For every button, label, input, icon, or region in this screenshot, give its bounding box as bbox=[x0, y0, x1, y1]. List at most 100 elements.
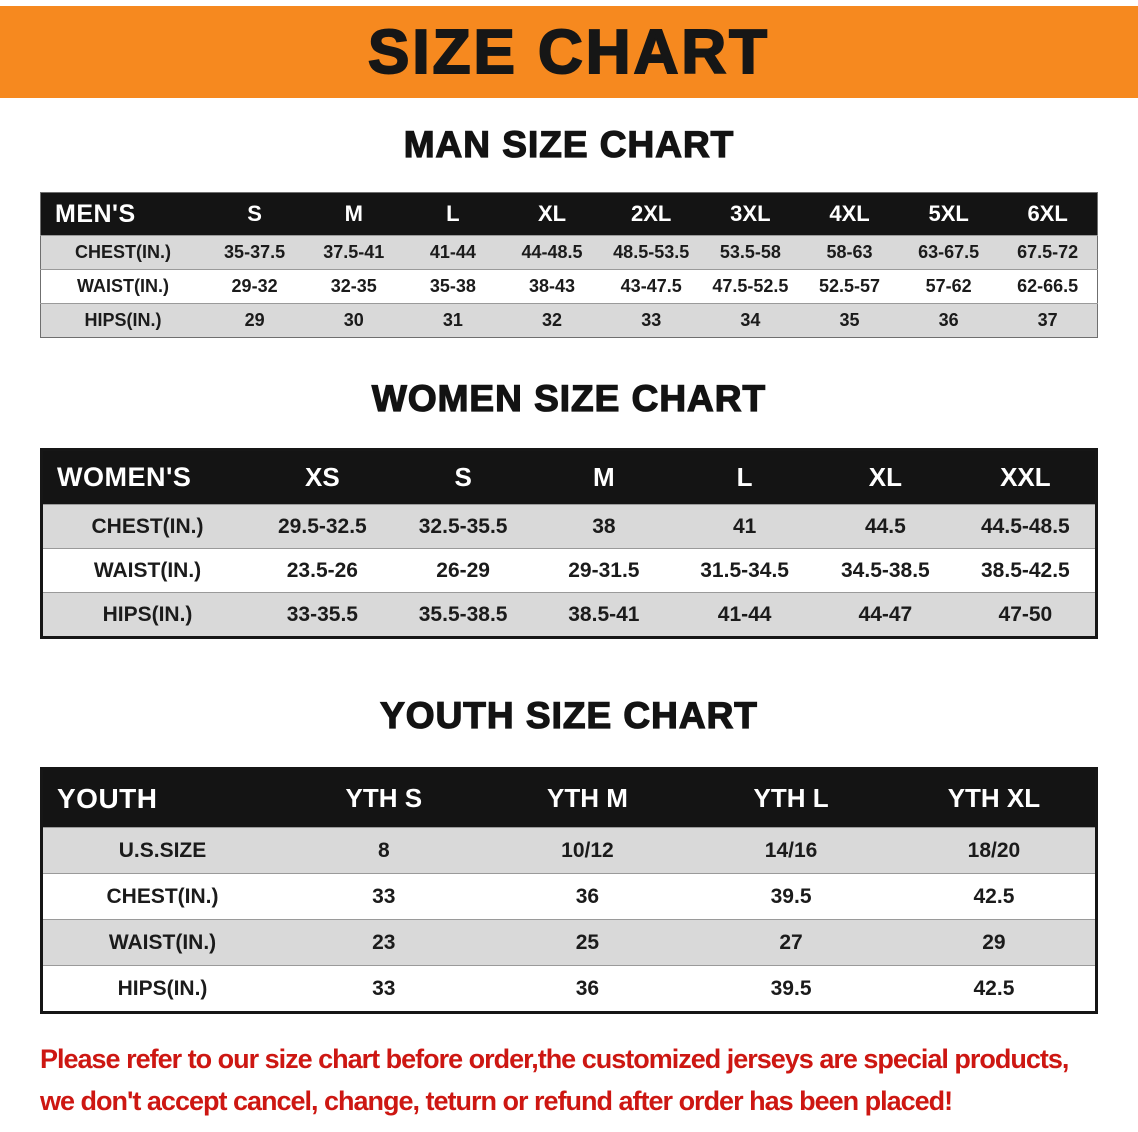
measurement-value: 14/16 bbox=[689, 827, 893, 874]
measurement-value: 48.5-53.5 bbox=[601, 235, 701, 270]
measurement-value: 35-38 bbox=[403, 269, 503, 304]
measurement-value: 33-35.5 bbox=[252, 592, 393, 638]
measurement-value: 27 bbox=[689, 919, 893, 966]
size-column-header: XXL bbox=[955, 449, 1097, 505]
measurement-value: 38.5-42.5 bbox=[955, 548, 1097, 593]
size-column-header: XS bbox=[252, 449, 393, 505]
measurement-row: U.S.SIZE 8 10/12 14/16 18/20 bbox=[41, 827, 1097, 874]
measurement-value: 10/12 bbox=[485, 827, 690, 874]
size-column-header: YTH S bbox=[282, 768, 486, 828]
measurement-label: CHEST(IN.) bbox=[41, 504, 252, 549]
measurement-value: 44-48.5 bbox=[502, 235, 602, 270]
measurement-row: CHEST(IN.) 33 36 39.5 42.5 bbox=[41, 873, 1097, 920]
measurement-value: 35 bbox=[799, 303, 900, 338]
measurement-value: 39.5 bbox=[689, 873, 893, 920]
measurement-value: 32 bbox=[502, 303, 602, 338]
measurement-value: 23 bbox=[282, 919, 486, 966]
measurement-value: 47-50 bbox=[955, 592, 1097, 638]
measurement-label: WAIST(IN.) bbox=[40, 269, 205, 304]
measurement-value: 23.5-26 bbox=[252, 548, 393, 593]
measurement-value: 63-67.5 bbox=[899, 235, 999, 270]
measurement-value: 33 bbox=[282, 965, 486, 1013]
measurement-value: 41 bbox=[674, 504, 815, 549]
measurement-value: 37.5-41 bbox=[304, 235, 404, 270]
measurement-value: 53.5-58 bbox=[700, 235, 800, 270]
measurement-value: 62-66.5 bbox=[998, 269, 1098, 304]
measurement-label: CHEST(IN.) bbox=[40, 235, 205, 270]
youth-section-heading: YOUTH SIZE CHART bbox=[379, 694, 758, 736]
measurement-value: 33 bbox=[601, 303, 701, 338]
table-header-row: WOMEN'S XS S M L XL XXL bbox=[41, 449, 1097, 505]
measurement-row: HIPS(IN.) 29 30 31 32 33 34 35 36 37 bbox=[40, 303, 1098, 338]
measurement-value: 29 bbox=[892, 919, 1097, 966]
measurement-value: 38-43 bbox=[502, 269, 602, 304]
women-size-chart-section: WOMEN SIZE CHART WOMEN'S XS S M L XL XXL CHEST(… bbox=[0, 377, 1138, 639]
measurement-value: 35-37.5 bbox=[205, 235, 305, 270]
man-size-chart-section: MAN SIZE CHART MEN'S S M L XL 2XL 3XL 4XL 5XL 6XL… bbox=[0, 123, 1138, 338]
measurement-value: 38 bbox=[533, 504, 675, 549]
measurement-value: 57-62 bbox=[899, 269, 999, 304]
youth-table-corner-label: YOUTH bbox=[41, 768, 282, 828]
measurement-value: 31.5-34.5 bbox=[674, 548, 815, 593]
size-column-header: YTH XL bbox=[892, 768, 1097, 828]
measurement-label: WAIST(IN.) bbox=[41, 548, 252, 593]
measurement-value: 44.5-48.5 bbox=[955, 504, 1097, 549]
measurement-value: 35.5-38.5 bbox=[392, 592, 534, 638]
size-column-header: XL bbox=[815, 449, 956, 505]
charts: MAN SIZE CHART MEN'S S M L XL 2XL 3XL 4XL 5XL 6XL… bbox=[0, 123, 1138, 1014]
women-section-heading: WOMEN SIZE CHART bbox=[371, 377, 767, 419]
measurement-value: 29-32 bbox=[205, 269, 305, 304]
measurement-row: HIPS(IN.) 33 36 39.5 42.5 bbox=[41, 965, 1097, 1013]
measurement-value: 33 bbox=[282, 873, 486, 920]
measurement-value: 42.5 bbox=[892, 873, 1097, 920]
measurement-value: 36 bbox=[899, 303, 999, 338]
measurement-value: 43-47.5 bbox=[601, 269, 701, 304]
man-size-table: MEN'S S M L XL 2XL 3XL 4XL 5XL 6XL CHEST(IN.) 35-37… bbox=[40, 192, 1098, 338]
youth-size-table: YOUTH YTH S YTH M YTH L YTH XL U.S.SIZE 8 10/12… bbox=[40, 767, 1098, 1014]
size-column-header: YTH M bbox=[485, 768, 690, 828]
disclaimer: Please refer to our size chart before or… bbox=[40, 1038, 1138, 1122]
measurement-value: 29-31.5 bbox=[533, 548, 675, 593]
measurement-label: HIPS(IN.) bbox=[41, 965, 282, 1013]
measurement-value: 25 bbox=[485, 919, 690, 966]
table-header-row: MEN'S S M L XL 2XL 3XL 4XL 5XL 6XL bbox=[40, 192, 1098, 236]
measurement-value: 34.5-38.5 bbox=[815, 548, 956, 593]
size-column-header: 6XL bbox=[998, 192, 1098, 236]
size-column-header: XL bbox=[502, 192, 602, 236]
measurement-label: CHEST(IN.) bbox=[41, 873, 282, 920]
measurement-label: U.S.SIZE bbox=[41, 827, 282, 874]
page-title: SIZE CHART bbox=[367, 17, 770, 88]
disclaimer-line-1: Please refer to our size chart before or… bbox=[40, 1044, 1069, 1074]
measurement-value: 34 bbox=[700, 303, 800, 338]
size-column-header: 2XL bbox=[601, 192, 701, 236]
measurement-value: 44.5 bbox=[815, 504, 956, 549]
size-column-header: L bbox=[674, 449, 815, 505]
measurement-value: 36 bbox=[485, 873, 690, 920]
measurement-value: 37 bbox=[998, 303, 1098, 338]
measurement-value: 26-29 bbox=[392, 548, 534, 593]
measurement-row: CHEST(IN.) 35-37.5 37.5-41 41-44 44-48.5 48.5… bbox=[40, 235, 1098, 270]
size-column-header: M bbox=[304, 192, 404, 236]
measurement-label: WAIST(IN.) bbox=[41, 919, 282, 966]
measurement-value: 29.5-32.5 bbox=[252, 504, 393, 549]
banner: SIZE CHART bbox=[0, 6, 1138, 98]
size-column-header: 5XL bbox=[899, 192, 999, 236]
measurement-row: CHEST(IN.) 29.5-32.5 32.5-35.5 38 41 44.5 44.5… bbox=[41, 504, 1097, 549]
measurement-value: 30 bbox=[304, 303, 404, 338]
youth-size-chart-section: YOUTH SIZE CHART YOUTH YTH S YTH M YTH L YTH… bbox=[0, 694, 1138, 1014]
man-section-heading: MAN SIZE CHART bbox=[403, 123, 735, 165]
measurement-label: HIPS(IN.) bbox=[40, 303, 205, 338]
women-size-table: WOMEN'S XS S M L XL XXL CHEST(IN.) 29.5-32.5 32.5… bbox=[40, 448, 1098, 639]
table-header-row: YOUTH YTH S YTH M YTH L YTH XL bbox=[41, 768, 1097, 828]
size-column-header: 4XL bbox=[799, 192, 900, 236]
measurement-value: 52.5-57 bbox=[799, 269, 900, 304]
disclaimer-line-2: we don't accept cancel, change, teturn o… bbox=[40, 1086, 953, 1116]
measurement-row: WAIST(IN.) 23 25 27 29 bbox=[41, 919, 1097, 966]
men-table-corner-label: MEN'S bbox=[40, 192, 205, 236]
measurement-value: 42.5 bbox=[892, 965, 1097, 1013]
measurement-value: 18/20 bbox=[892, 827, 1097, 874]
measurement-value: 67.5-72 bbox=[998, 235, 1098, 270]
measurement-value: 32.5-35.5 bbox=[392, 504, 534, 549]
measurement-value: 41-44 bbox=[674, 592, 815, 638]
measurement-row: WAIST(IN.) 23.5-26 26-29 29-31.5 31.5-34.5 34… bbox=[41, 548, 1097, 593]
